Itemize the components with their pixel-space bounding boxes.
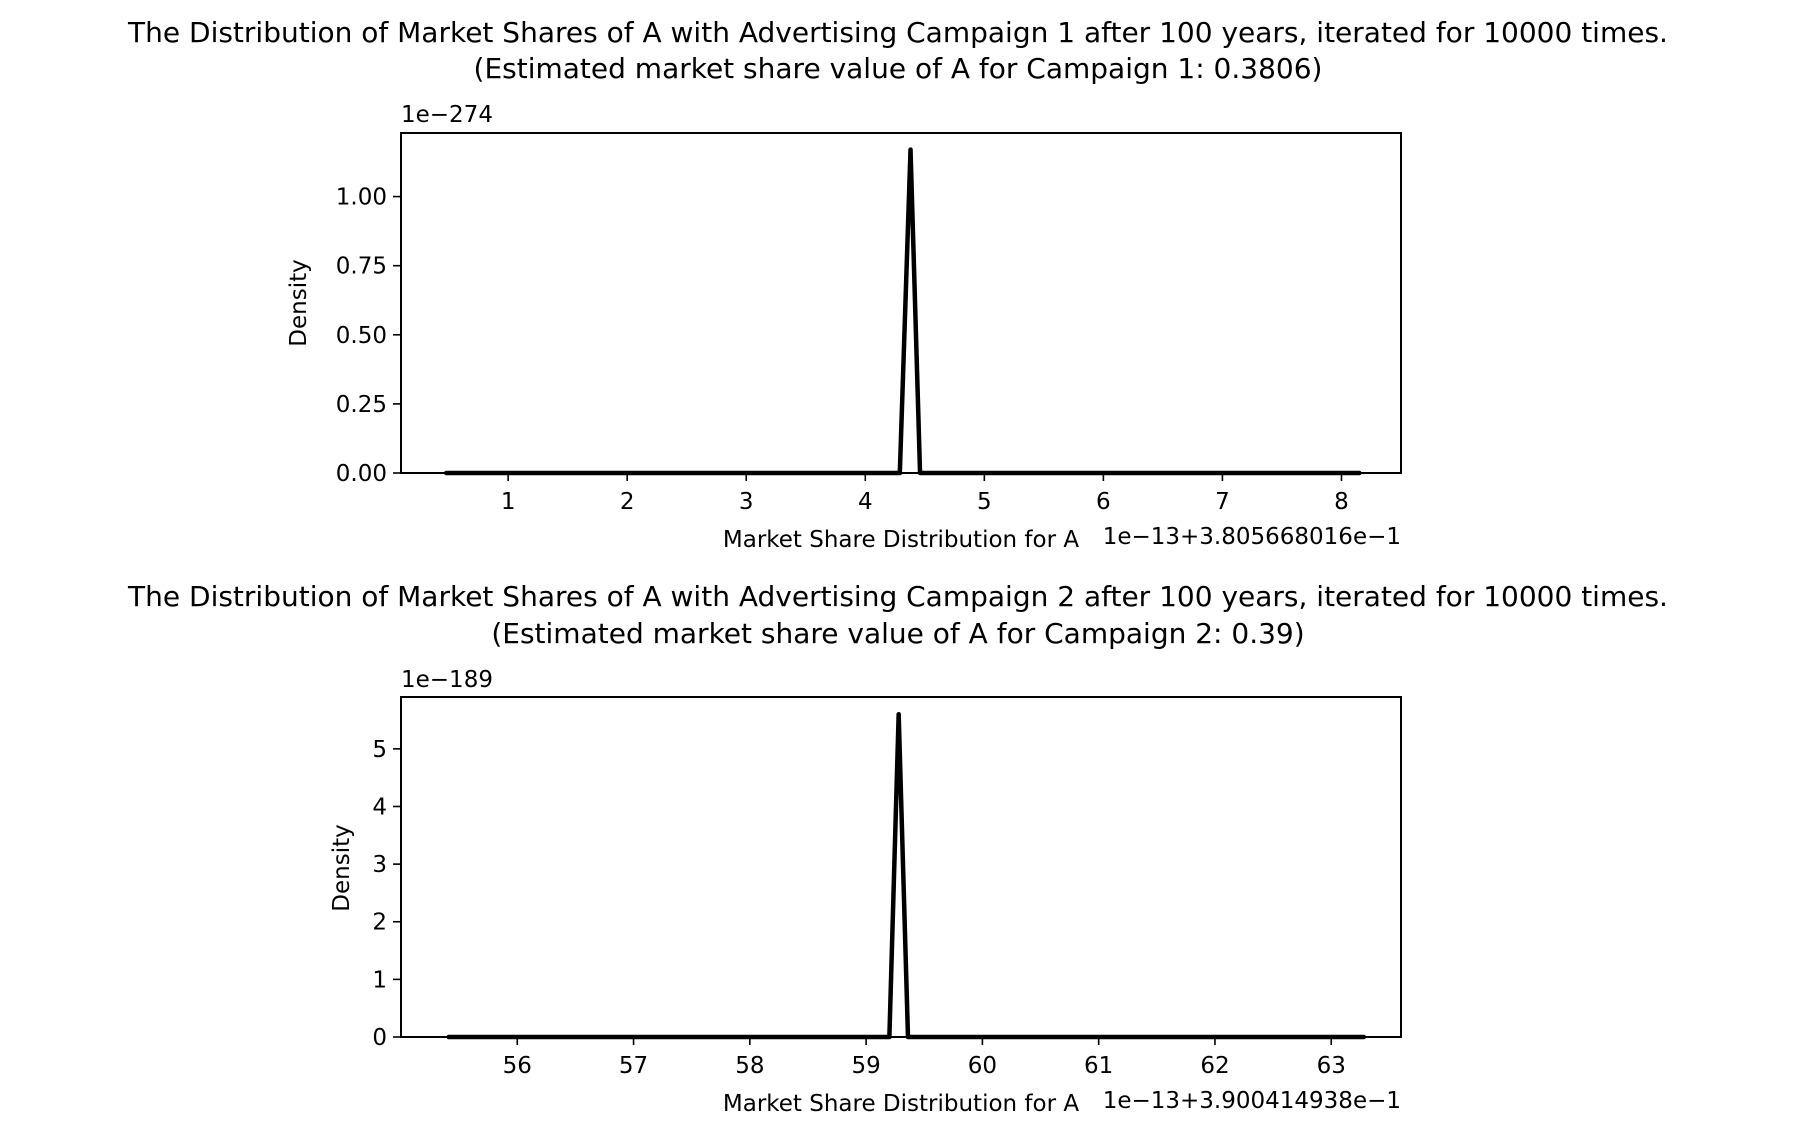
- chart-2-series: [446, 712, 1367, 1040]
- chart-1-x-tick-label: 2: [620, 489, 635, 515]
- chart-1-x-tick-label: 7: [1215, 489, 1230, 515]
- chart-2-x-ticks: 56 57 58 59 60 61 62 63: [503, 1037, 1346, 1079]
- chart-1-density-line: [443, 147, 1362, 476]
- chart-2-x-tick-label: 60: [968, 1053, 997, 1079]
- chart-1-x-tick-label: 4: [858, 489, 873, 515]
- chart-1-x-tick-label: 3: [739, 489, 754, 515]
- chart-2-x-tick-label: 56: [503, 1053, 532, 1079]
- chart-1-plot-frame: [400, 132, 1402, 474]
- chart-2-x-tick-label: 62: [1200, 1053, 1229, 1079]
- chart-2-x-tick-label: 63: [1317, 1053, 1346, 1079]
- chart-1-xlabel: Market Share Distribution for A: [723, 527, 1079, 553]
- chart-2-x-tick-label: 57: [619, 1053, 648, 1079]
- subplot-1: The Distribution of Market Shares of A w…: [127, 16, 1668, 553]
- chart-2-plot-frame: [400, 696, 1402, 1038]
- chart-2-x-offset-label: 1e−13+3.900414938e−1: [1103, 1088, 1401, 1114]
- chart-2-y-tick-label: 4: [372, 794, 387, 820]
- chart-2-title: The Distribution of Market Shares of A w…: [127, 580, 1668, 613]
- chart-1-x-offset-label: 1e−13+3.805668016e−1: [1103, 524, 1401, 550]
- chart-2-density-line: [446, 712, 1367, 1040]
- chart-2-ylabel: Density: [329, 824, 355, 911]
- chart-2-y-tick-label: 5: [372, 737, 387, 763]
- chart-2-y-tick-label: 3: [372, 852, 387, 878]
- chart-2-x-tick-label: 59: [851, 1053, 880, 1079]
- chart-1-ylabel: Density: [286, 259, 312, 346]
- chart-2-y-ticks: 0 1 2 3 4 5: [372, 737, 401, 1051]
- chart-1-y-tick-label: 0.50: [336, 323, 387, 349]
- chart-1-x-tick-label: 6: [1096, 489, 1111, 515]
- chart-2-y-tick-label: 0: [372, 1025, 387, 1051]
- subplot-2: The Distribution of Market Shares of A w…: [127, 580, 1668, 1117]
- chart-1-x-tick-label: 1: [501, 489, 516, 515]
- chart-1-y-ticks: 0.00 0.25 0.50 0.75 1.00: [336, 185, 401, 487]
- chart-2-y-tick-label: 2: [372, 910, 387, 936]
- chart-1-x-ticks: 1 2 3 4 5 6 7 8: [501, 473, 1349, 515]
- chart-1-x-tick-label: 5: [977, 489, 992, 515]
- chart-1-subtitle: (Estimated market share value of A for C…: [474, 52, 1323, 85]
- chart-2-xlabel: Market Share Distribution for A: [723, 1091, 1079, 1117]
- chart-1-title: The Distribution of Market Shares of A w…: [127, 16, 1668, 49]
- chart-1-y-tick-label: 0.75: [336, 254, 387, 280]
- chart-2-subtitle: (Estimated market share value of A for C…: [491, 617, 1304, 650]
- chart-1-series: [443, 147, 1362, 476]
- chart-1-y-scale-label: 1e−274: [401, 102, 493, 128]
- chart-1-x-tick-label: 8: [1334, 489, 1349, 515]
- chart-2-y-scale-label: 1e−189: [401, 667, 493, 693]
- chart-1-y-tick-label: 0.00: [336, 461, 387, 487]
- chart-2-y-tick-label: 1: [372, 967, 387, 993]
- chart-2-x-tick-label: 58: [735, 1053, 764, 1079]
- chart-1-y-tick-label: 1.00: [336, 185, 387, 211]
- chart-1-y-tick-label: 0.25: [336, 392, 387, 418]
- chart-2-x-tick-label: 61: [1084, 1053, 1113, 1079]
